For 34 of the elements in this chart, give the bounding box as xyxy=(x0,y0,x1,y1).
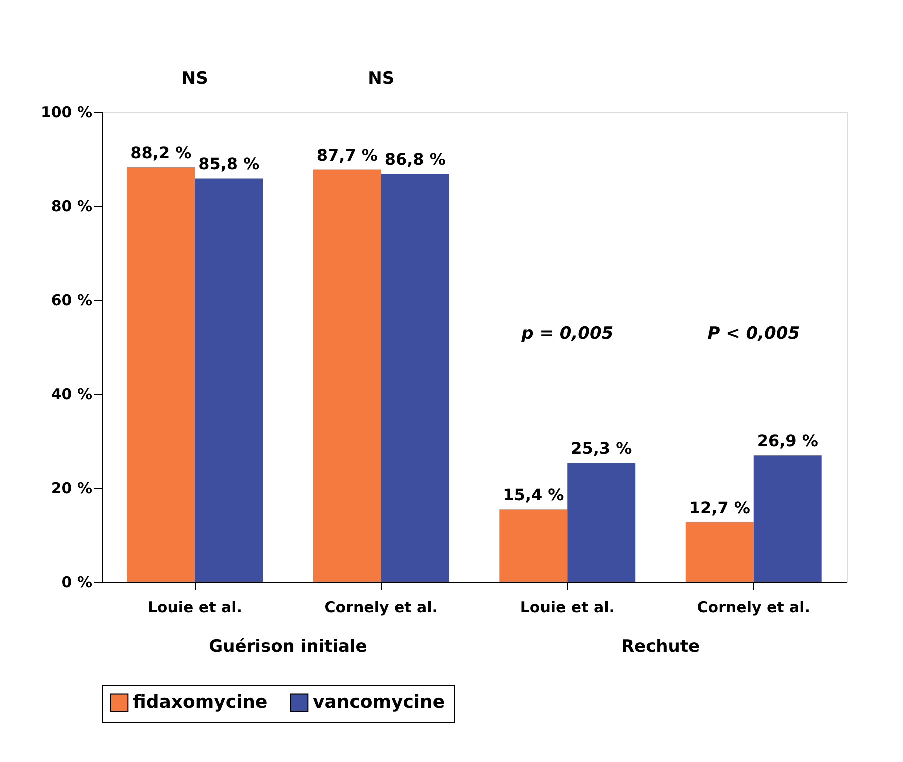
legend-label: fidaxomycine xyxy=(133,692,268,713)
bar xyxy=(127,167,196,582)
text: NS xyxy=(368,69,395,89)
data-label: 15,4 % xyxy=(503,486,564,505)
data-label: 87,7 % xyxy=(316,146,378,165)
text: NS xyxy=(182,69,208,89)
legend-label: vancomycine xyxy=(313,692,446,713)
bar xyxy=(686,522,754,582)
bar xyxy=(568,463,636,582)
y-tick-label: 20 % xyxy=(51,480,92,498)
data-label: 86,8 % xyxy=(384,150,446,170)
data-label: 12,7 % xyxy=(689,498,750,518)
bar xyxy=(754,456,822,582)
annotation: P < 0,005 xyxy=(708,324,800,344)
y-tick-label: 80 % xyxy=(51,198,92,216)
y-tick-label: 60 % xyxy=(51,292,92,310)
y-tick-label: 0 % xyxy=(62,574,92,592)
x-tick-label: Cornely et al. xyxy=(324,598,438,616)
bar xyxy=(500,510,568,582)
text: Rechute xyxy=(621,637,700,657)
x-tick-label: Cornely et al. xyxy=(697,598,810,616)
y-tick-label: 40 % xyxy=(51,386,92,404)
data-label: 85,8 % xyxy=(198,154,260,174)
bar xyxy=(195,178,264,582)
data-label: 25,3 % xyxy=(571,439,632,458)
bar xyxy=(381,174,450,582)
data-label: 88,2 % xyxy=(130,143,192,162)
bar xyxy=(313,170,382,582)
data-label: 26,9 % xyxy=(757,432,818,451)
x-tick-label: Louie et al. xyxy=(148,598,242,616)
y-tick-label: 100 % xyxy=(40,104,92,122)
text: Guérison initiale xyxy=(209,637,368,657)
annotation: p = 0,005 xyxy=(520,324,614,344)
x-tick-label: Louie et al. xyxy=(520,598,615,616)
